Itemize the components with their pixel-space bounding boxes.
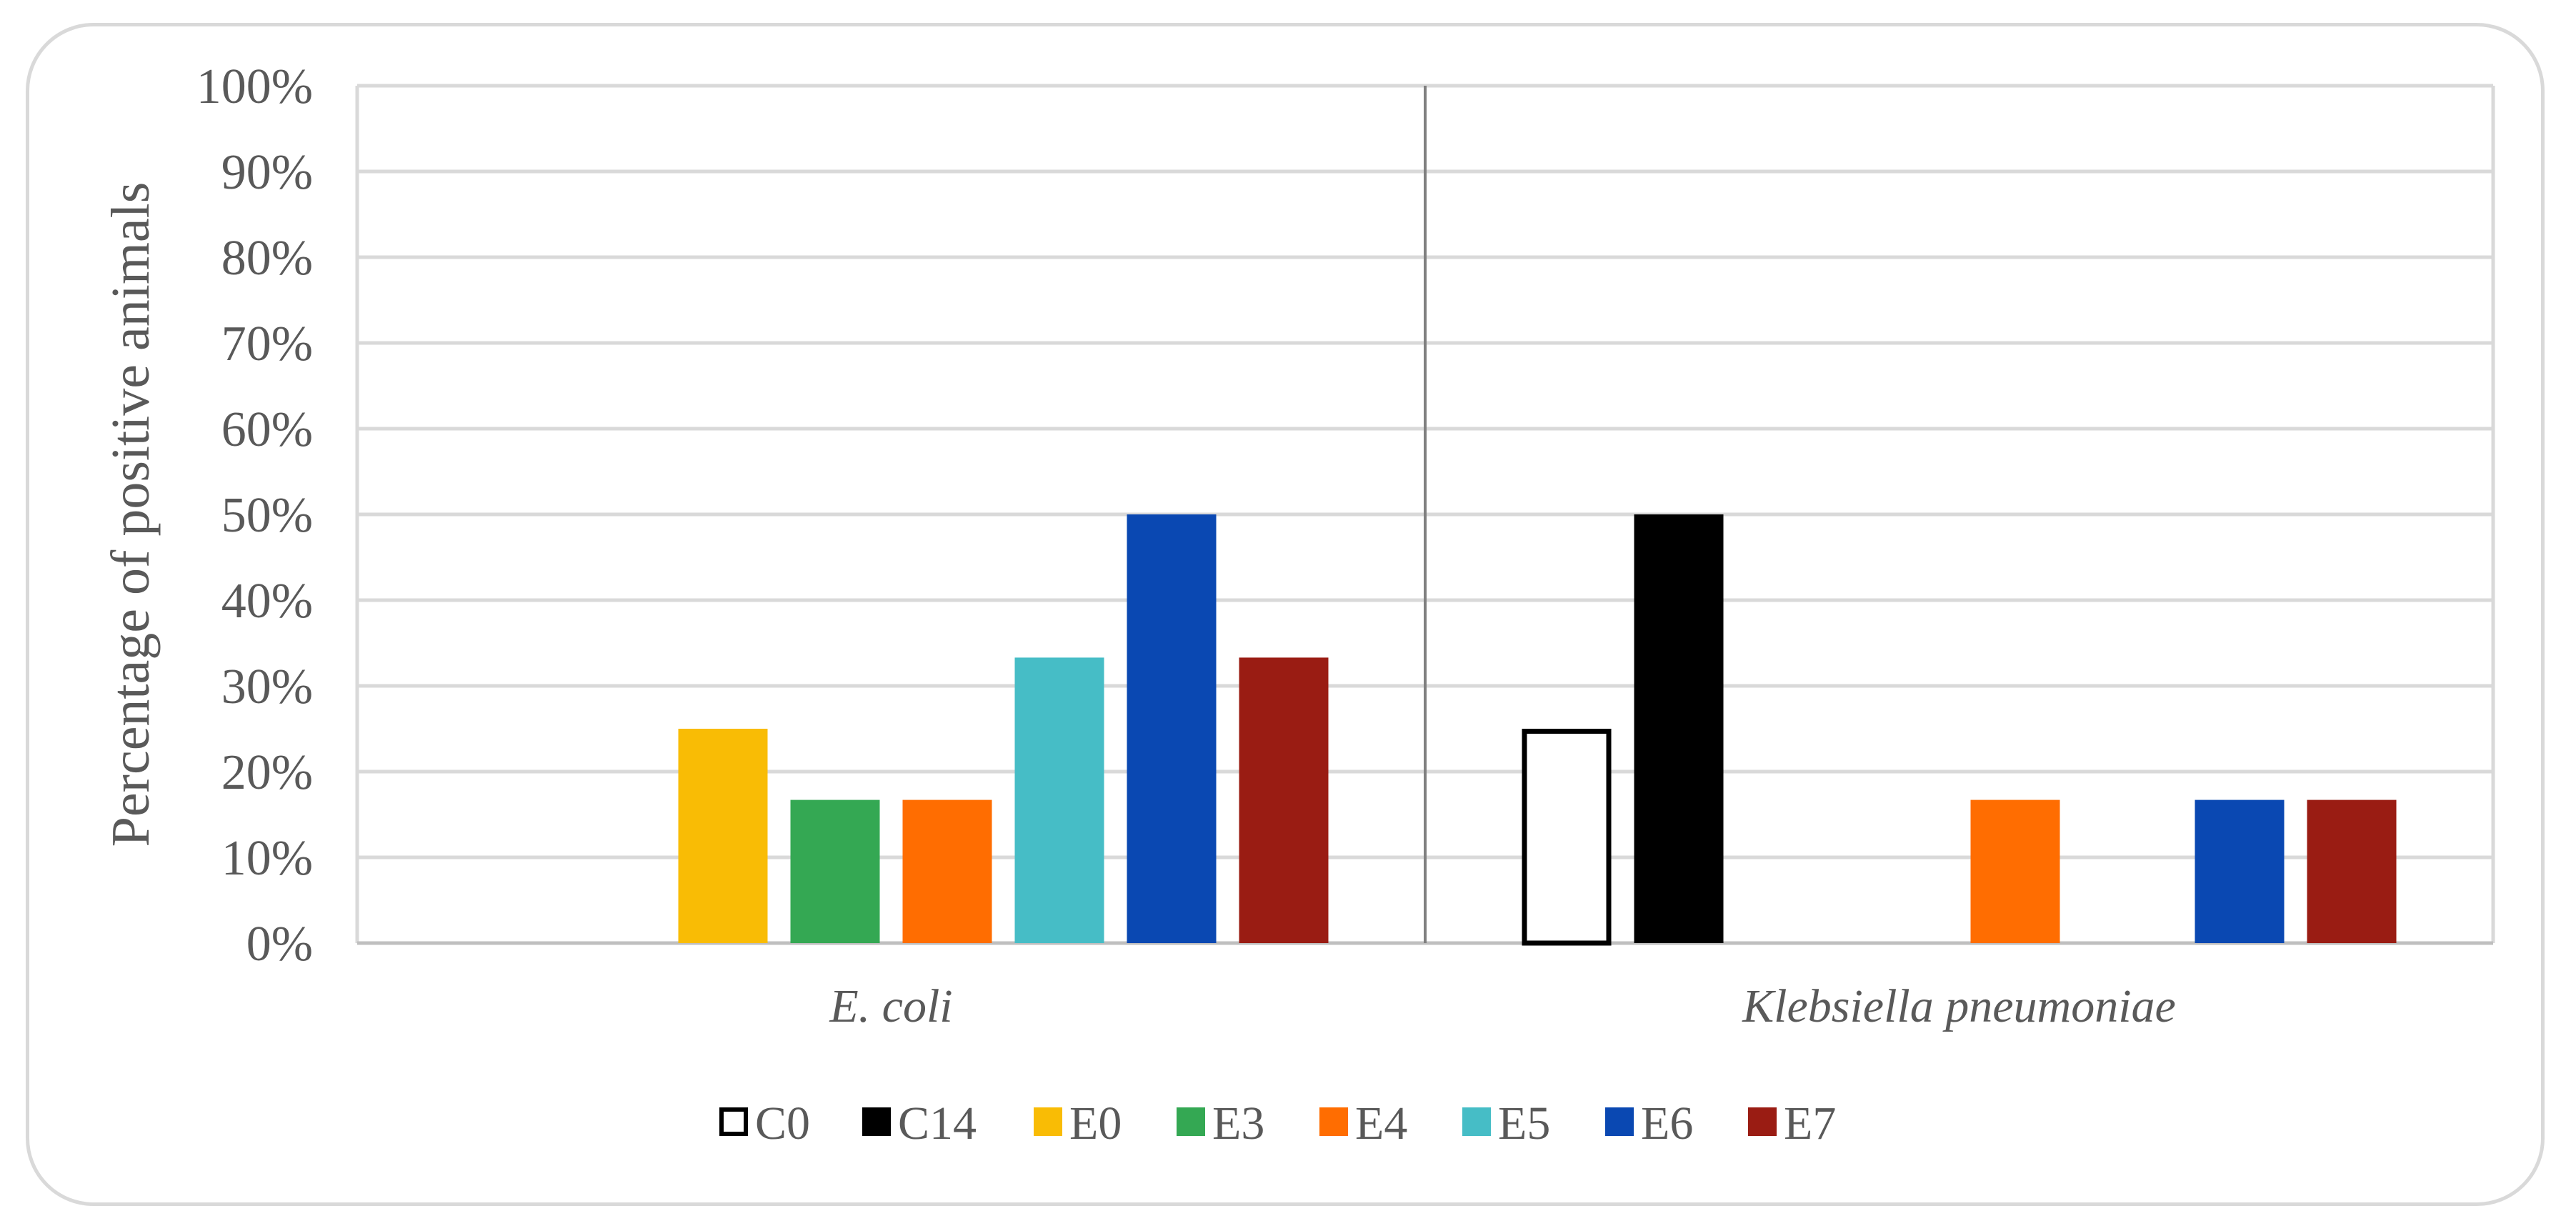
- y-tick-label: 40%: [221, 574, 313, 629]
- bar-e4-e-coli: [902, 799, 992, 943]
- legend-item-e0: E0: [1034, 1097, 1122, 1150]
- y-tick-label: 50%: [221, 488, 313, 543]
- legend-label: C0: [755, 1097, 810, 1150]
- category-label: E. coli: [829, 980, 952, 1032]
- bar-e6-e-coli: [1127, 514, 1217, 943]
- y-tick-labels: 0% 10% 20% 30% 40% 50% 60% 70% 80% 90% 100%: [196, 59, 313, 972]
- legend-label: C14: [898, 1097, 977, 1150]
- y-tick-label: 70%: [221, 317, 313, 372]
- bar-e0-e-coli: [678, 729, 768, 943]
- y-axis-title: Percentage of positive animals: [101, 182, 161, 847]
- y-tick-label: 10%: [221, 831, 313, 886]
- legend-swatch: [1462, 1107, 1491, 1136]
- category-labels: E. coli Klebsiella pneumoniae: [829, 980, 2176, 1032]
- legend-label: E4: [1355, 1097, 1407, 1150]
- legend-item-e4: E4: [1319, 1097, 1407, 1150]
- bar-c14-klebsiella: [1634, 514, 1724, 943]
- bars: [678, 514, 2397, 946]
- legend-item-e3: E3: [1177, 1097, 1264, 1150]
- y-tick-label: 0%: [246, 917, 313, 972]
- legend-swatch: [1034, 1107, 1062, 1136]
- y-tick-label: 30%: [221, 659, 313, 714]
- legend-swatch: [719, 1107, 748, 1136]
- legend-swatch: [1319, 1107, 1348, 1136]
- legend-swatch: [862, 1107, 891, 1136]
- legend-label: E5: [1498, 1097, 1550, 1150]
- legend: C0 C14 E0 E3 E4 E5 E6 E7: [719, 1097, 1836, 1150]
- bar-e3-e-coli: [790, 799, 880, 943]
- y-tick-label: 60%: [221, 402, 313, 457]
- bar-e4-klebsiella: [1970, 799, 2060, 943]
- bar-e7-klebsiella: [2307, 799, 2397, 943]
- legend-label: E3: [1212, 1097, 1264, 1150]
- legend-swatch: [1748, 1107, 1777, 1136]
- bar-e7-e-coli: [1239, 657, 1329, 943]
- legend-label: E0: [1069, 1097, 1122, 1150]
- bar-c0-klebsiella: [1522, 729, 1612, 946]
- legend-item-e6: E6: [1605, 1097, 1693, 1150]
- category-label: Klebsiella pneumoniae: [1742, 980, 2176, 1032]
- legend-item-c14: C14: [862, 1097, 977, 1150]
- bar-e5-e-coli: [1014, 657, 1104, 943]
- legend-item-e5: E5: [1462, 1097, 1550, 1150]
- bar-e6-klebsiella: [2195, 799, 2285, 943]
- legend-item-c0: C0: [719, 1097, 810, 1150]
- y-tick-label: 80%: [221, 231, 313, 286]
- legend-label: E7: [1784, 1097, 1836, 1150]
- legend-swatch: [1605, 1107, 1634, 1136]
- legend-swatch: [1177, 1107, 1205, 1136]
- legend-item-e7: E7: [1748, 1097, 1836, 1150]
- legend-label: E6: [1641, 1097, 1693, 1150]
- chart-frame: [26, 23, 2545, 1206]
- y-tick-label: 90%: [221, 145, 313, 200]
- y-tick-label: 20%: [221, 745, 313, 800]
- y-tick-label: 100%: [196, 59, 313, 114]
